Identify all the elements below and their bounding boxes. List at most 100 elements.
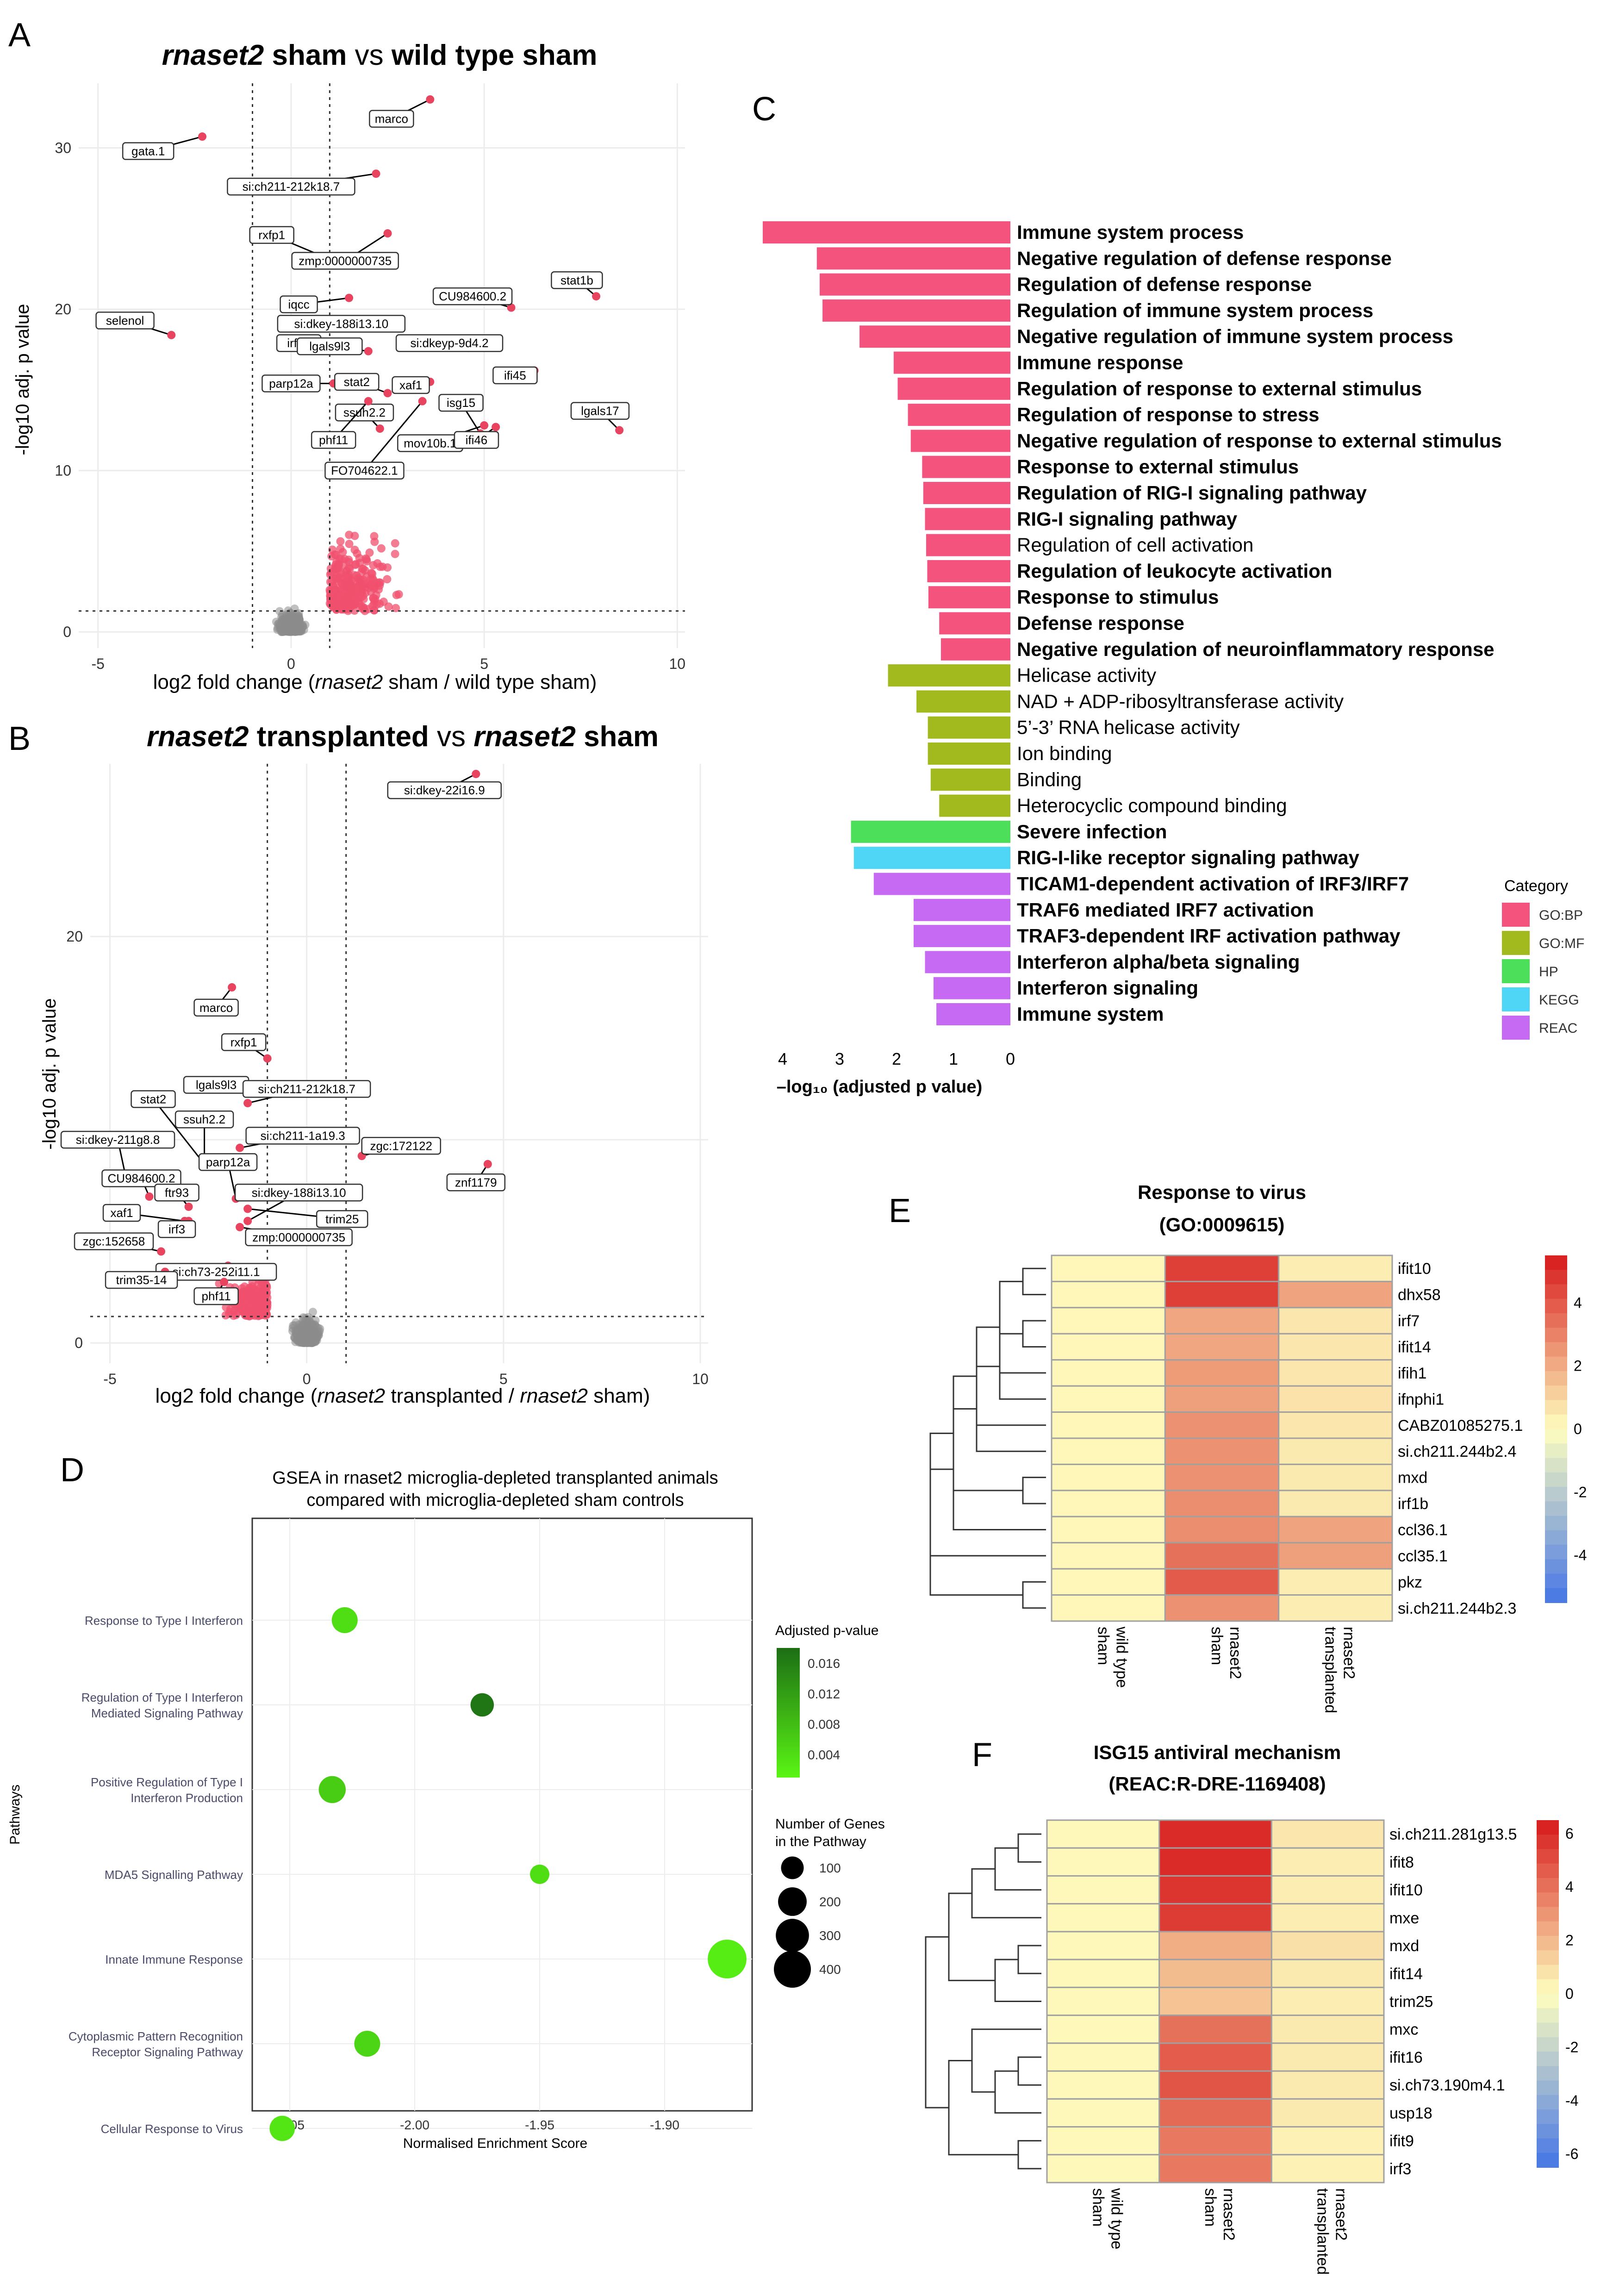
- data-point: [345, 530, 354, 539]
- row-label: si.ch211.244b2.4: [1398, 1443, 1516, 1460]
- data-point: [350, 545, 359, 554]
- label-leader: [152, 1098, 205, 1165]
- x-tick-label: 10: [692, 1371, 709, 1387]
- term-label: Response to external stimulus: [1017, 456, 1299, 478]
- gene-label: rxfp1: [230, 1035, 257, 1049]
- heatmap-cell: [1270, 1931, 1385, 1960]
- heatmap-cell: [1164, 1594, 1280, 1622]
- row-label: ifit10: [1398, 1260, 1431, 1278]
- gene-label: parp12a: [206, 1155, 250, 1169]
- heatmap-cell: [1051, 1542, 1166, 1570]
- bar: [822, 299, 1010, 322]
- data-point: [383, 389, 392, 398]
- scale-step: [1545, 1371, 1567, 1386]
- bar: [939, 794, 1010, 817]
- column-label: wild type: [1113, 1626, 1131, 1688]
- row-label: irf7: [1398, 1312, 1420, 1330]
- column-label: sham: [1095, 1627, 1112, 1665]
- heatmap-cell: [1164, 1385, 1280, 1413]
- panel-e: E Response to virus (GO:0009615) ifit10 d…: [889, 1181, 1587, 1713]
- x-tick-label: -1.90: [650, 2118, 679, 2132]
- dendrogram-branch: [1017, 1945, 1041, 1974]
- label-box: [280, 295, 318, 313]
- term-label: Interferon signaling: [1017, 977, 1198, 999]
- gene-label: marco: [199, 1001, 233, 1015]
- bar: [859, 325, 1010, 348]
- data-point: [392, 604, 400, 612]
- label-box: [311, 431, 356, 449]
- data-point: [328, 545, 337, 554]
- bar: [910, 430, 1010, 452]
- gene-label: lgals9l3: [309, 339, 350, 353]
- data-point: [258, 1299, 267, 1308]
- term-label: RIG-I-like receptor signaling pathway: [1017, 847, 1359, 868]
- label-box: [432, 287, 513, 306]
- term-label: Immune system process: [1017, 221, 1244, 243]
- data-point: [372, 169, 380, 178]
- term-label: Immune system: [1017, 1003, 1164, 1025]
- term-label: Helicase activity: [1017, 664, 1156, 686]
- heatmap-cell: [1278, 1463, 1393, 1491]
- gene-label: mov10b.1: [404, 436, 456, 450]
- heatmap-cell: [1270, 2098, 1385, 2128]
- bar: [816, 247, 1010, 270]
- gene-label: marco: [375, 112, 408, 126]
- panel-d-ylabel: Pathways: [7, 1784, 23, 1845]
- colorbar-tick-label: 0.004: [808, 1748, 840, 1762]
- panel-a-title: rnaset2 sham vs wild type sham: [162, 39, 598, 71]
- data-point: [358, 564, 367, 573]
- gene-label: zgc:172122: [370, 1139, 432, 1153]
- heatmap-cell: [1270, 1959, 1385, 1988]
- label-box: [95, 312, 155, 330]
- gene-label: parp12a: [269, 376, 313, 390]
- scale-tick-label: -2: [1574, 1484, 1587, 1500]
- data-point: [336, 537, 345, 546]
- bar: [927, 560, 1010, 582]
- heatmap-cell: [1046, 1847, 1160, 1877]
- data-point: [198, 132, 207, 141]
- gene-label: ssuh2.2: [343, 406, 386, 419]
- legend-swatch: [1502, 987, 1530, 1011]
- heatmap-cell: [1158, 2126, 1272, 2156]
- pathway-label: Innate Immune Response: [105, 1953, 243, 1966]
- heatmap-cell: [1051, 1385, 1166, 1413]
- label-box: [446, 1173, 506, 1192]
- y-tick-label: 10: [55, 462, 71, 479]
- heatmap-cell: [1051, 1333, 1166, 1361]
- row-label: irf3: [1389, 2160, 1411, 2178]
- row-label: mxd: [1389, 1937, 1419, 1955]
- data-point: [507, 303, 516, 312]
- legend-label: KEGG: [1539, 992, 1579, 1008]
- scale-tick-label: -2: [1565, 2039, 1578, 2055]
- heatmap-cell: [1278, 1280, 1393, 1309]
- data-point: [345, 293, 354, 302]
- data-point: [391, 549, 399, 558]
- x-tick-label: 3: [835, 1049, 844, 1068]
- x-tick-label: -5: [91, 655, 104, 672]
- gene-label: si:ch73-252i11.1: [173, 1265, 260, 1279]
- data-point: [236, 1143, 244, 1152]
- title-part: sham: [576, 721, 659, 753]
- heatmap-cell: [1051, 1280, 1166, 1309]
- row-label: ifit14: [1398, 1339, 1431, 1356]
- term-label: Regulation of RIG-I signaling pathway: [1017, 482, 1367, 504]
- heatmap-isg15: si.ch211.281g13.5 ifit8 ifit10 mxe mxd ifit14…: [925, 1819, 1578, 2275]
- enrichment-bar-chart: Immune system process Negative regulation…: [762, 221, 1502, 1068]
- data-point: [480, 421, 489, 430]
- scale-step: [1545, 1501, 1567, 1516]
- data-point: [472, 769, 480, 778]
- label-box: [174, 1110, 234, 1129]
- heatmap-cell: [1046, 1931, 1160, 1960]
- scale-step: [1545, 1385, 1567, 1401]
- category-legend: GO:BP GO:MF HP KEGG REAC: [1502, 903, 1584, 1040]
- panel-b-title: rnaset2 transplanted vs rnaset2 sham: [147, 721, 659, 753]
- gene-label: si:dkey-22i16.9: [404, 783, 485, 797]
- heatmap-cell: [1046, 1986, 1160, 2016]
- gene-label: stat2: [344, 375, 370, 389]
- data-point: [318, 1776, 346, 1803]
- scale-step: [1545, 1328, 1567, 1343]
- heatmap-cell: [1051, 1411, 1166, 1439]
- heatmap-cell: [1158, 2042, 1272, 2072]
- bar: [873, 873, 1010, 895]
- heatmap-cell: [1164, 1280, 1280, 1309]
